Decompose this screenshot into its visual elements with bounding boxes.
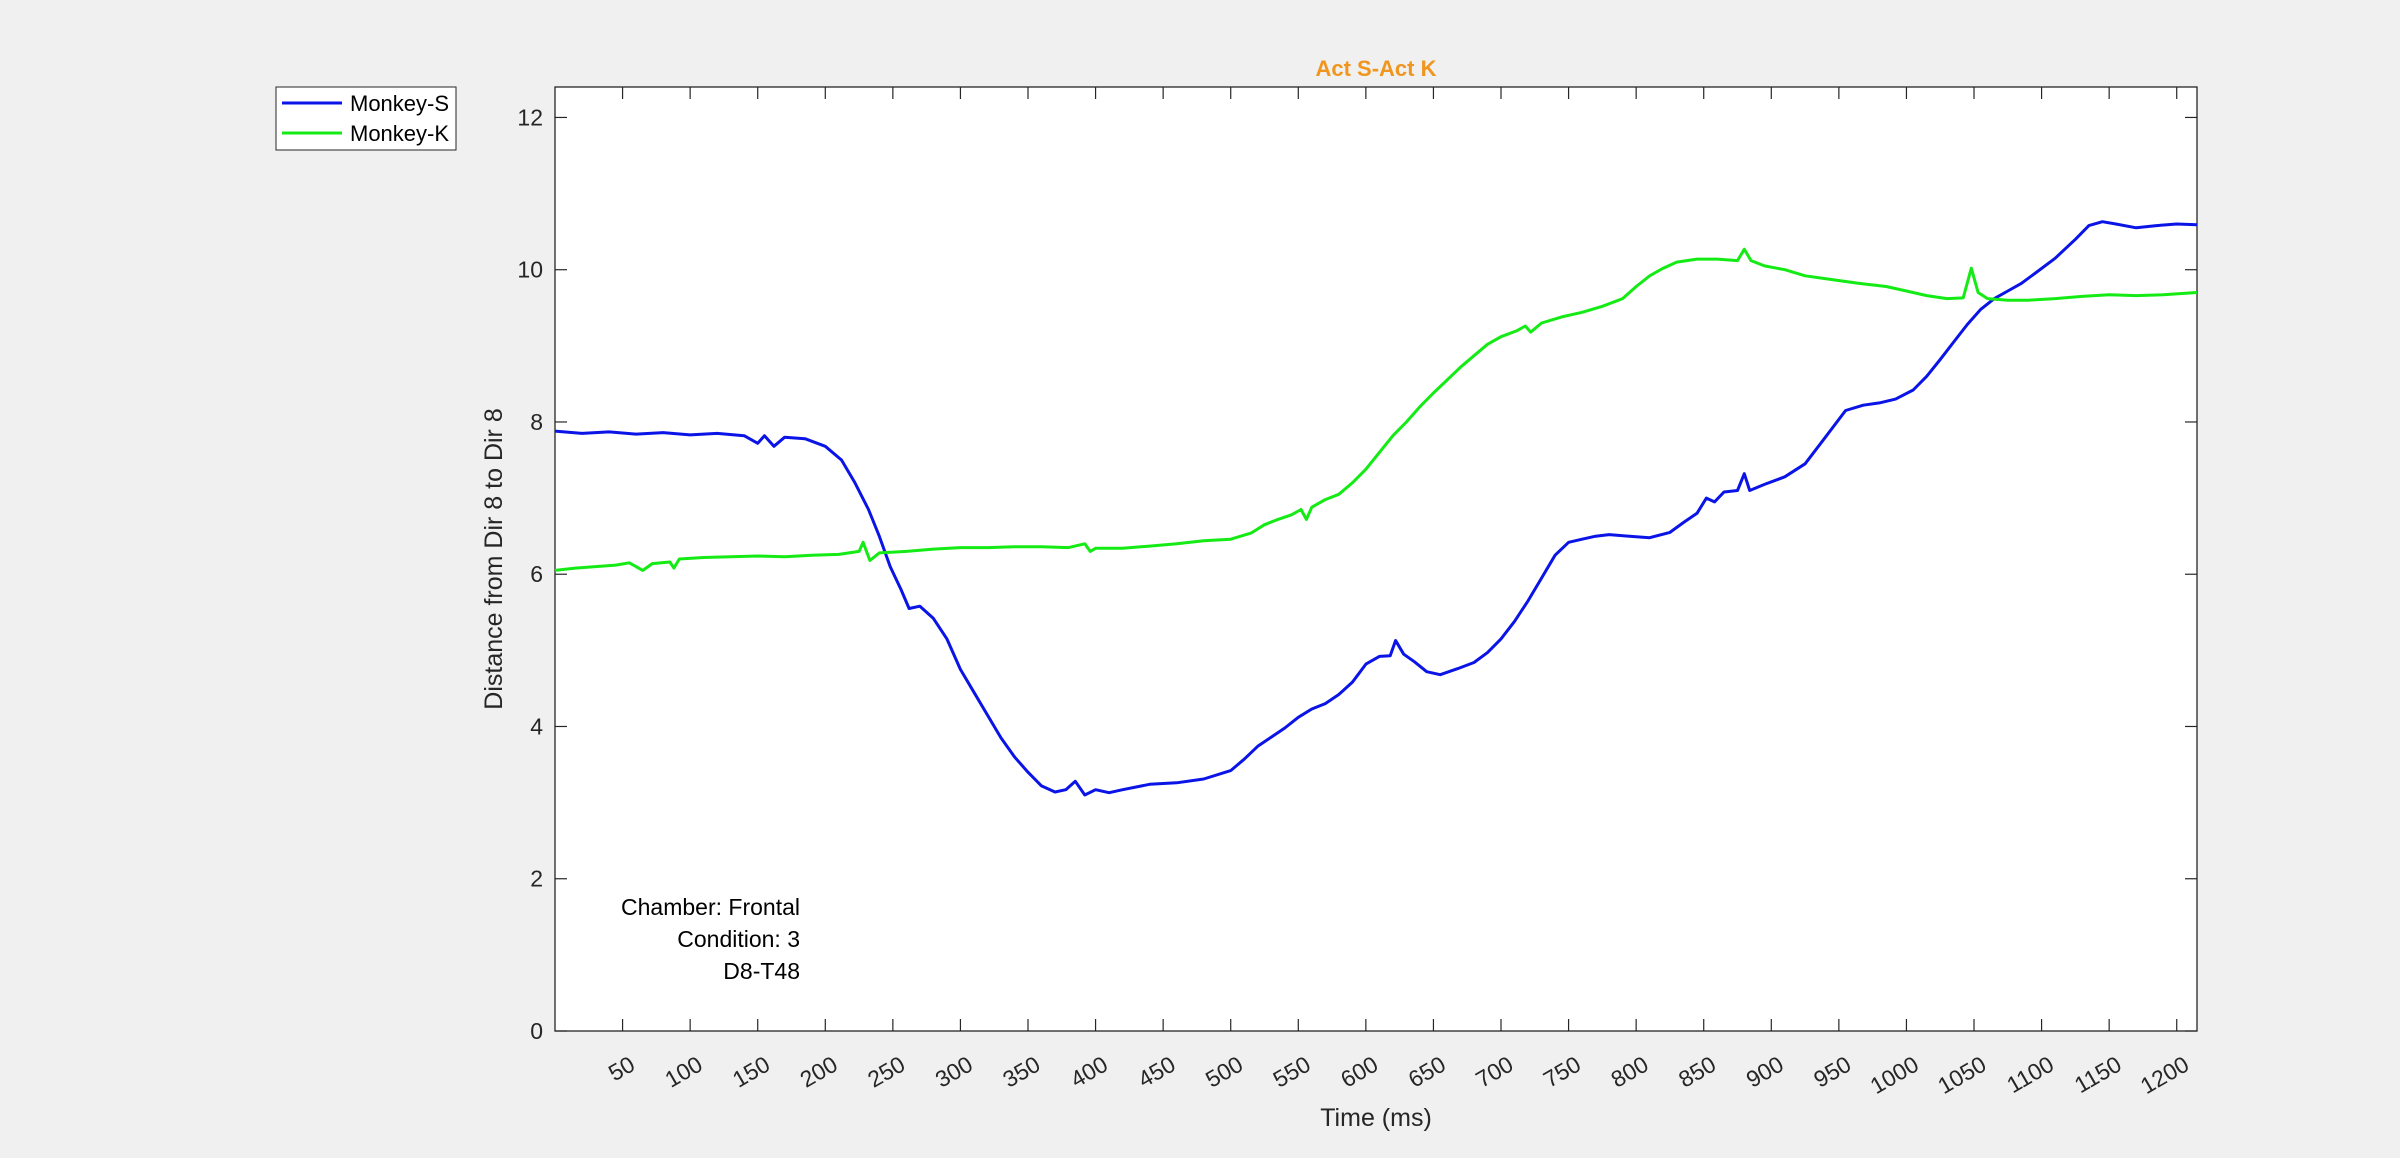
y-tick-label: 12 <box>517 104 543 130</box>
x-tick-label: 500 <box>1201 1051 1247 1093</box>
y-tick-label: 4 <box>530 713 543 739</box>
x-tick-label: 300 <box>931 1051 977 1093</box>
x-tick-label: 350 <box>998 1051 1044 1093</box>
plot-area <box>554 86 2198 1032</box>
annotation-condition: Condition: 3 <box>677 926 800 952</box>
legend-box <box>275 86 457 151</box>
x-tick-label: 100 <box>660 1051 706 1093</box>
x-axis-label: Time (ms) <box>1320 1104 1432 1132</box>
series-lines <box>554 220 2198 797</box>
x-tick-label: 1100 <box>2002 1051 2058 1098</box>
x-tick-label: 250 <box>863 1051 909 1093</box>
legend-entry-monkey-s: Monkey-S <box>350 91 449 116</box>
x-tick-label: 550 <box>1269 1051 1315 1093</box>
x-tick-label: 1200 <box>2136 1051 2193 1099</box>
x-tick-label: 800 <box>1606 1051 1652 1093</box>
x-tick-label: 50 <box>604 1051 639 1086</box>
x-tick-label: 1050 <box>1933 1051 1990 1099</box>
chart-title: Act S-Act K <box>1315 56 1436 81</box>
x-tick-label: 900 <box>1742 1051 1788 1093</box>
y-tick-label: 8 <box>530 409 543 435</box>
x-tick-label: 650 <box>1404 1051 1450 1093</box>
annotation-chamber: Chamber: Frontal <box>621 894 800 920</box>
legend: Monkey-S Monkey-K <box>275 86 457 151</box>
y-tick-label: 0 <box>530 1018 543 1044</box>
legend-entry-monkey-k: Monkey-K <box>350 121 449 146</box>
x-tick-label: 1000 <box>1866 1051 1923 1099</box>
x-tick-label: 850 <box>1674 1051 1720 1093</box>
y-axis-label: Distance from Dir 8 to Dir 8 <box>480 408 508 709</box>
y-tick-label: 10 <box>517 257 543 283</box>
x-tick-label: 450 <box>1133 1051 1179 1093</box>
x-tick-label: 400 <box>1066 1051 1112 1093</box>
annotation-trial: D8-T48 <box>723 958 800 984</box>
y-tick-label: 2 <box>530 866 543 892</box>
series-line-monkey-k <box>554 247 2198 572</box>
x-tick-label: 750 <box>1539 1051 1585 1093</box>
x-tick-label: 700 <box>1471 1051 1517 1093</box>
x-tick-label: 1150 <box>2070 1051 2126 1098</box>
x-tick-label: 150 <box>728 1051 774 1093</box>
x-tick-label: 200 <box>796 1051 842 1093</box>
x-tick-label: 950 <box>1809 1051 1855 1093</box>
x-tick-label: 600 <box>1336 1051 1382 1093</box>
y-tick-label: 6 <box>530 561 543 587</box>
series-line-monkey-s <box>554 220 2198 797</box>
